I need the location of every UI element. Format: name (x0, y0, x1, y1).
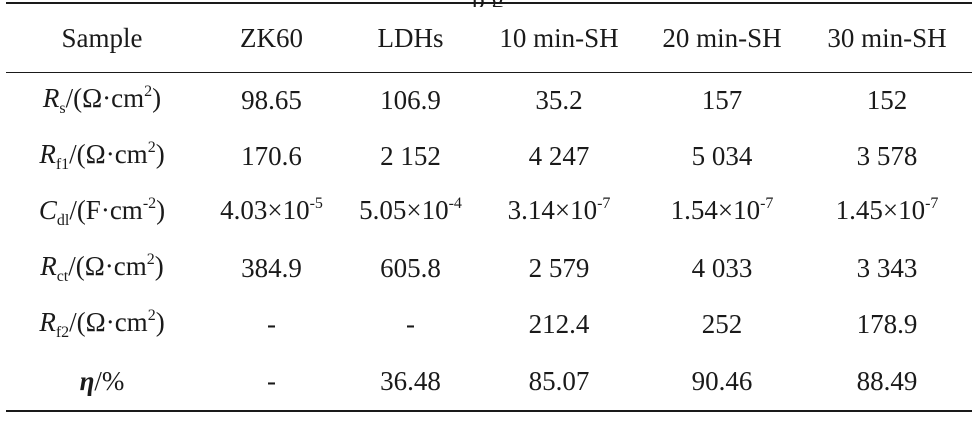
cell-rf1-zk60: 170.6 (241, 141, 302, 171)
table-header-row: Sample ZK60 LDHs 10 min-SH 20 min-SH 30 … (6, 4, 972, 72)
table-row-eta: η/% - 36.48 85.07 90.46 88.49 (6, 352, 972, 409)
cell-cdl-ldhs: 5.05×10-4 (359, 194, 462, 225)
cell-eta-10min-sh: 85.07 (528, 365, 590, 396)
cell-rct-ldhs: 605.8 (380, 253, 441, 283)
cell-rf2-20min-sh: 252 (701, 309, 743, 339)
cell-cdl-zk60: 4.03×10-5 (220, 194, 323, 225)
cell-cdl-10min-sh: 3.14×10-7 (507, 194, 611, 225)
table-row-rct: Rct/(Ω·cm2) 384.9 605.8 2 579 4 033 3 34… (6, 240, 972, 296)
cell-rf1-ldhs: 2 152 (380, 141, 441, 171)
table-row-cdl: Cdl/(F·cm-2) 4.03×10-5 5.05×10-4 3.14×10… (6, 184, 972, 240)
cell-eta-zk60: - (267, 365, 276, 396)
cell-cdl-20min-sh: 1.54×10-7 (670, 194, 774, 225)
cell-rs-20min-sh: 157 (701, 85, 743, 115)
row-label-rs: Rs/(Ω·cm2) (42, 82, 162, 117)
cell-rs-30min-sh: 152 (866, 85, 908, 115)
cell-rs-zk60: 98.65 (241, 85, 302, 115)
cell-rf2-10min-sh: 212.4 (528, 309, 590, 339)
col-header-20min-sh: 20 min-SH (662, 23, 782, 53)
cell-cdl-30min-sh: 1.45×10-7 (835, 194, 939, 225)
cell-rct-10min-sh: 2 579 (528, 253, 590, 283)
cell-rf2-30min-sh: 178.9 (856, 309, 918, 339)
col-header-ldhs: LDHs (377, 23, 444, 53)
cell-rs-ldhs: 106.9 (380, 85, 441, 115)
cell-rf1-30min-sh: 3 578 (856, 141, 918, 171)
eis-fit-table: Sample ZK60 LDHs 10 min-SH 20 min-SH 30 … (6, 4, 972, 409)
cell-eta-ldhs: 36.48 (380, 365, 441, 396)
cell-rs-10min-sh: 35.2 (535, 85, 583, 115)
cell-rct-30min-sh: 3 343 (856, 253, 918, 283)
table-bottom-rule (6, 410, 972, 412)
table-row-rf2: Rf2/(Ω·cm2) - - 212.4 252 178.9 (6, 296, 972, 352)
table-top-rule (6, 2, 972, 4)
cell-rf1-20min-sh: 5 034 (691, 141, 753, 171)
col-header-sample: Sample (61, 23, 143, 53)
table-row-rf1: Rf1/(Ω·cm2) 170.6 2 152 4 247 5 034 3 57… (6, 128, 972, 184)
row-label-rf2: Rf2/(Ω·cm2) (39, 306, 165, 341)
table-row-rs: Rs/(Ω·cm2) 98.65 106.9 35.2 157 152 (6, 72, 972, 128)
cell-eta-20min-sh: 90.46 (691, 365, 753, 396)
cell-rf2-zk60: - (267, 309, 276, 339)
col-header-30min-sh: 30 min-SH (827, 23, 947, 53)
cell-eta-30min-sh: 88.49 (856, 365, 918, 396)
row-label-cdl: Cdl/(F·cm-2) (38, 194, 166, 229)
cell-rf1-10min-sh: 4 247 (528, 141, 590, 171)
col-header-zk60: ZK60 (240, 23, 303, 53)
table-header-rule (6, 72, 972, 73)
cell-rct-zk60: 384.9 (241, 253, 302, 283)
cell-rf2-ldhs: - (406, 309, 415, 339)
cell-rct-20min-sh: 4 033 (691, 253, 753, 283)
col-header-10min-sh: 10 min-SH (499, 23, 619, 53)
row-label-eta: η/% (79, 365, 125, 396)
row-label-rf1: Rf1/(Ω·cm2) (39, 138, 165, 173)
row-label-rct: Rct/(Ω·cm2) (40, 250, 164, 285)
